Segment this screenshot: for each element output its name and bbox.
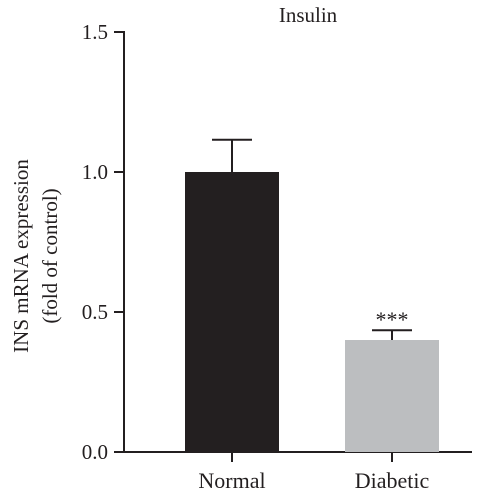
bar-diabetic xyxy=(345,340,439,452)
y-tick-label: 0.0 xyxy=(82,440,108,464)
bar-normal xyxy=(185,172,279,452)
y-tick-label: 1.0 xyxy=(82,160,108,184)
y-axis-label-line-2: (fold of control) xyxy=(38,188,62,323)
y-tick-label: 1.5 xyxy=(82,20,108,44)
y-axis-label-line-1: INS mRNA expression xyxy=(9,159,33,353)
y-tick-label: 0.5 xyxy=(82,300,108,324)
axes: 0.0 0.5 1.0 1.5 Normal Diabetic xyxy=(82,20,472,493)
y-axis-label: INS mRNA expression (fold of control) xyxy=(9,159,62,353)
bars: *** xyxy=(185,138,439,452)
x-tick-label: Diabetic xyxy=(355,468,430,493)
x-tick-label: Normal xyxy=(198,468,265,493)
chart-title: Insulin xyxy=(279,3,338,27)
significance-label: *** xyxy=(376,307,409,332)
